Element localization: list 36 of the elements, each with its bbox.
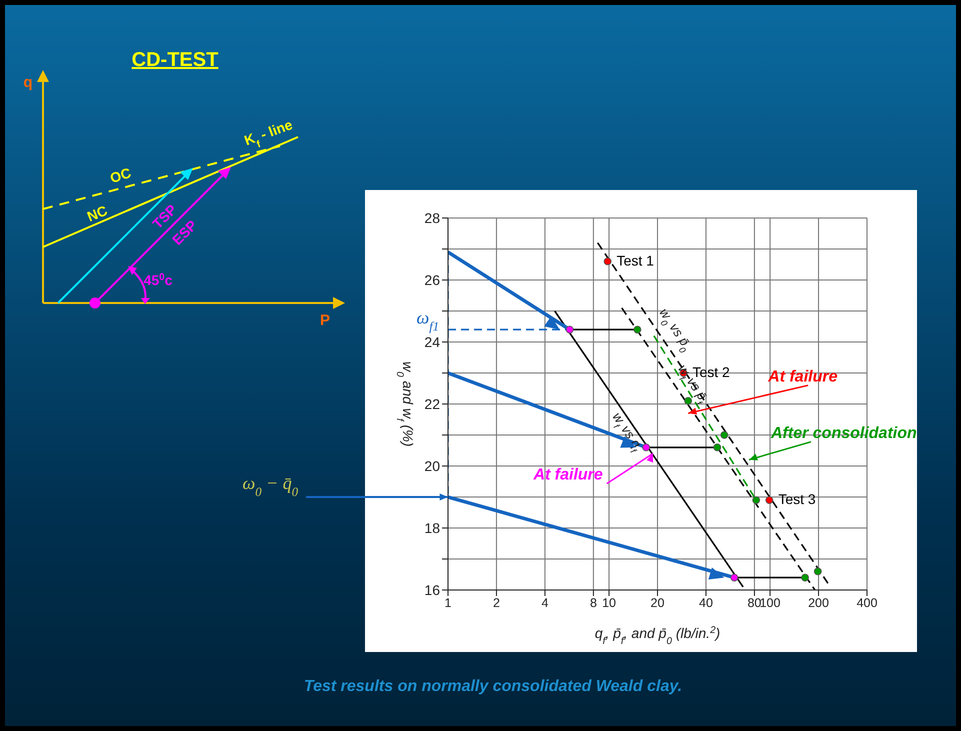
text: q$_{f}$, p̄$_{f}$, and p̄$_{0}$ (lb/in.$^{2}$) bbox=[594, 624, 720, 646]
x-tick-label: 400 bbox=[856, 596, 878, 610]
annotation: Test 2 bbox=[692, 364, 730, 380]
x-tick-label: 4 bbox=[541, 596, 548, 610]
y-tick-label: 24 bbox=[424, 334, 440, 350]
annotation: After consolidation bbox=[770, 424, 918, 442]
annotation: ω$_{f1}$ bbox=[416, 308, 439, 334]
x-tick-label: 1 bbox=[444, 596, 452, 610]
y-tick-label: 16 bbox=[424, 582, 440, 598]
y-tick-label: 22 bbox=[424, 396, 440, 412]
text: P bbox=[320, 312, 330, 329]
text: Test results on normally consolidated Weald clay. bbox=[304, 678, 682, 695]
annotation: Test 3 bbox=[778, 491, 816, 508]
annotation: Test 1 bbox=[616, 252, 654, 268]
x-tick-label: 200 bbox=[808, 596, 829, 610]
annotation: At failure bbox=[767, 368, 838, 386]
text: NC bbox=[84, 202, 110, 225]
text: 45$^{0}$c bbox=[144, 272, 173, 288]
x-tick-label: 80 bbox=[747, 596, 762, 610]
text: TSP bbox=[149, 201, 180, 232]
text: CD-TEST bbox=[132, 49, 218, 71]
text: q bbox=[23, 74, 33, 91]
annotation: At failure bbox=[532, 466, 603, 484]
x-tick-label: 40 bbox=[699, 596, 713, 610]
x-tick-label: 10 bbox=[602, 596, 616, 610]
y-tick-label: 26 bbox=[424, 272, 440, 288]
text: OC bbox=[108, 164, 133, 186]
y-tick-label: 18 bbox=[424, 520, 440, 536]
annotation: ω$_{0}$ − q̄$_{0}$ bbox=[242, 473, 299, 499]
text: K$_{f}$ - line bbox=[242, 116, 295, 150]
x-tick-label: 20 bbox=[650, 596, 664, 610]
y-tick-label: 20 bbox=[424, 458, 440, 474]
y-tick-label: 28 bbox=[424, 210, 440, 226]
x-tick-label: 8 bbox=[590, 596, 597, 610]
x-tick-label: 100 bbox=[760, 596, 781, 610]
x-tick-label: 2 bbox=[492, 596, 500, 610]
